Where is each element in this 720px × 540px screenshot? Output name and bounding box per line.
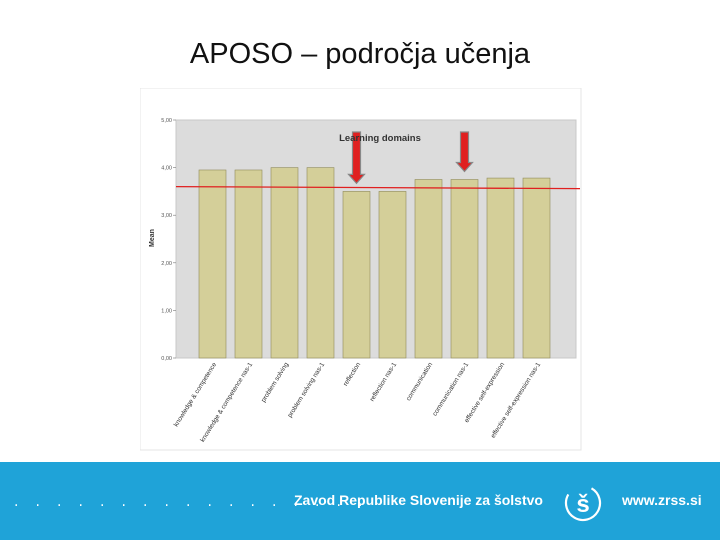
y-tick-label: 5,00 bbox=[161, 118, 172, 124]
bar-5 bbox=[342, 191, 371, 359]
bar-6 bbox=[378, 191, 407, 359]
bar-7 bbox=[414, 179, 443, 359]
bar-8 bbox=[450, 179, 479, 359]
highlight-arrow bbox=[455, 131, 474, 173]
bar-1 bbox=[198, 169, 227, 359]
y-tick-label: 1,00 bbox=[161, 308, 172, 314]
y-tick-label: 0,00 bbox=[161, 356, 172, 362]
y-axis-label: Mean bbox=[149, 229, 156, 247]
y-tick-label: 3,00 bbox=[161, 213, 172, 219]
zrss-s-logo-icon: š bbox=[562, 482, 604, 529]
highlight-arrow bbox=[347, 131, 366, 185]
footer-url[interactable]: www.zrss.si bbox=[622, 492, 702, 508]
bar-4 bbox=[306, 167, 335, 359]
footer-organization: Zavod Republike Slovenije za šolstvo bbox=[294, 492, 543, 508]
bar-2 bbox=[234, 169, 263, 359]
bar-9 bbox=[486, 177, 515, 359]
footer-dots: . . . . . . . . . . . . . . . . . bbox=[14, 494, 369, 510]
bar-chart: 0,001,002,003,004,005,00 knowledge & com… bbox=[139, 87, 582, 451]
reference-line bbox=[175, 185, 581, 190]
bar-10 bbox=[522, 177, 551, 359]
svg-text:š: š bbox=[576, 491, 589, 518]
chart-title: Learning domains bbox=[339, 133, 421, 144]
slide-title: APOSO – področja učenja bbox=[189, 38, 531, 70]
bar-3 bbox=[270, 167, 299, 359]
chart-container: 0,00 1,00 2,00 3,00 4,00 5,00 knowledge & com… bbox=[139, 87, 582, 457]
y-tick-label: 4,00 bbox=[161, 166, 172, 172]
y-tick-label: 2,00 bbox=[161, 261, 172, 267]
